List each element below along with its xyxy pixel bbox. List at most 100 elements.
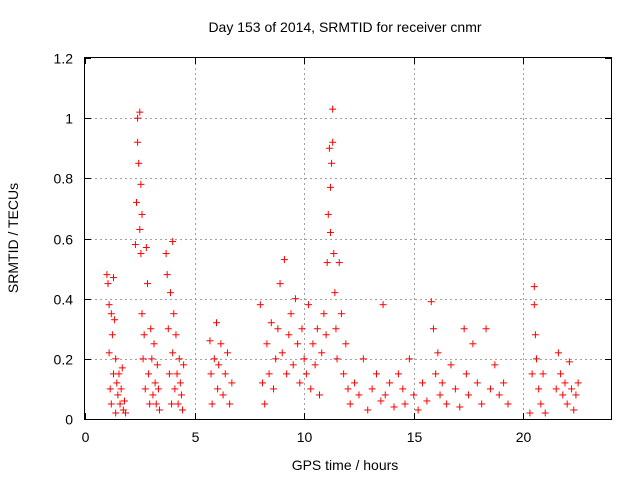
y-tick-label: 0	[65, 412, 73, 428]
data-point	[213, 319, 220, 327]
data-point	[419, 379, 427, 387]
data-point	[283, 370, 291, 378]
data-point	[145, 370, 153, 378]
data-point	[138, 310, 146, 318]
data-point	[138, 210, 146, 218]
data-point	[131, 241, 139, 249]
data-point	[170, 310, 178, 318]
data-point	[287, 310, 295, 318]
data-point	[111, 316, 119, 324]
data-point	[379, 301, 387, 309]
data-point	[171, 385, 179, 393]
data-point	[210, 355, 218, 363]
data-point	[311, 361, 319, 369]
data-point	[152, 400, 160, 408]
data-point	[259, 379, 267, 387]
data-points	[103, 105, 582, 417]
data-point	[154, 385, 162, 393]
data-point	[427, 298, 435, 306]
y-axis-label: SRMTID / TECUs	[5, 183, 21, 293]
data-point	[469, 340, 477, 348]
data-point	[117, 385, 125, 393]
data-point	[465, 391, 473, 399]
data-point	[368, 385, 376, 393]
data-point	[390, 403, 398, 411]
data-point	[323, 259, 331, 267]
data-point	[103, 271, 111, 279]
data-point	[443, 400, 451, 408]
data-point	[180, 361, 188, 369]
data-point	[451, 385, 459, 393]
data-point	[568, 385, 576, 393]
data-point	[112, 355, 120, 363]
data-point	[112, 409, 120, 417]
y-tick-label: 1.2	[54, 51, 74, 67]
data-point	[554, 349, 562, 357]
data-point	[309, 340, 317, 348]
data-point	[104, 280, 112, 288]
data-point	[344, 385, 352, 393]
data-point	[150, 340, 158, 348]
data-point	[332, 325, 340, 333]
data-point	[153, 361, 161, 369]
data-point	[329, 105, 337, 113]
data-point	[108, 331, 116, 339]
data-point	[429, 325, 437, 333]
data-point	[326, 183, 334, 191]
data-point	[289, 361, 297, 369]
data-point	[137, 180, 145, 188]
data-point	[278, 349, 286, 357]
data-point	[394, 370, 402, 378]
data-point	[535, 385, 543, 393]
data-point	[491, 361, 499, 369]
data-point	[563, 400, 571, 408]
data-point	[272, 355, 280, 363]
data-point	[105, 349, 113, 357]
data-point	[364, 406, 372, 414]
y-tick-label: 0.6	[54, 232, 74, 248]
data-point	[285, 331, 293, 339]
data-point	[557, 370, 565, 378]
data-point	[447, 361, 455, 369]
x-axis-label: GPS time / hours	[292, 457, 399, 473]
data-point	[386, 379, 394, 387]
data-point	[436, 391, 444, 399]
data-point	[532, 355, 540, 363]
data-point	[500, 379, 508, 387]
data-point	[302, 370, 310, 378]
data-point	[107, 310, 115, 318]
data-point	[148, 355, 156, 363]
data-point	[478, 400, 486, 408]
data-point	[114, 391, 122, 399]
data-point	[140, 331, 148, 339]
data-point	[169, 349, 177, 357]
data-point	[377, 397, 385, 405]
data-point	[172, 331, 180, 339]
data-point	[134, 114, 142, 122]
data-point	[166, 289, 174, 297]
data-point	[495, 391, 503, 399]
data-point	[105, 301, 113, 309]
data-point	[163, 271, 171, 279]
data-point	[134, 138, 142, 146]
data-point	[175, 355, 183, 363]
data-point	[136, 225, 144, 233]
data-point	[331, 289, 339, 297]
data-point	[559, 391, 567, 399]
data-point	[116, 400, 124, 408]
data-point	[537, 400, 545, 408]
data-point	[504, 400, 512, 408]
data-point	[541, 409, 549, 417]
data-point	[423, 397, 431, 405]
data-point	[261, 400, 269, 408]
data-point	[146, 400, 154, 408]
data-point	[322, 331, 330, 339]
data-point	[359, 355, 367, 363]
data-point	[328, 159, 336, 167]
data-point	[276, 280, 284, 288]
data-point	[120, 397, 128, 405]
data-point	[330, 250, 338, 258]
data-point	[115, 370, 123, 378]
data-point	[381, 391, 389, 399]
data-point	[176, 379, 184, 387]
